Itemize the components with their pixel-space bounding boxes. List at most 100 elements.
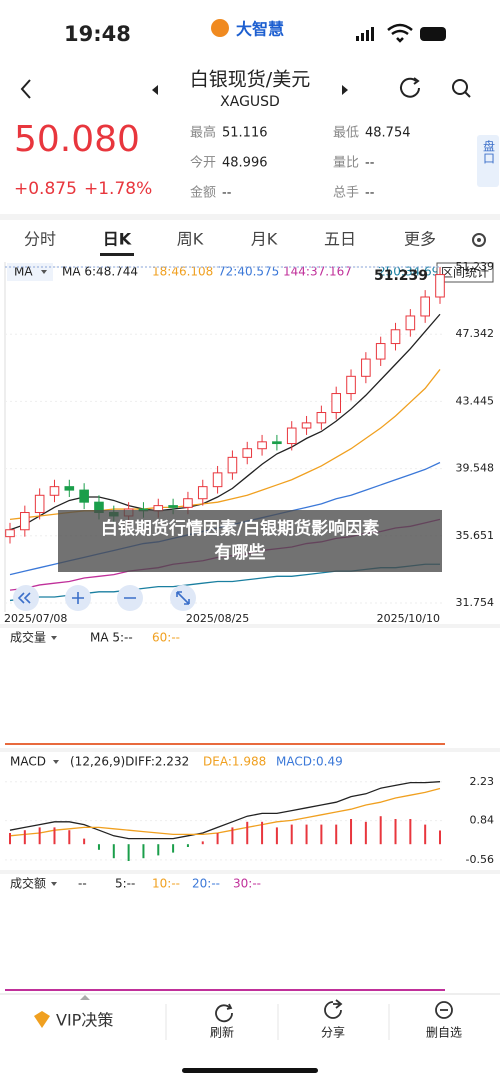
remove-icon bbox=[435, 1001, 453, 1019]
turnover-ma30: 30:-- bbox=[233, 877, 261, 891]
refresh-button[interactable] bbox=[400, 77, 420, 98]
candle-body bbox=[183, 498, 193, 508]
candle-body bbox=[212, 472, 223, 488]
candle-body bbox=[34, 494, 45, 514]
time: 19:48 bbox=[64, 22, 131, 46]
side-tab[interactable] bbox=[477, 135, 499, 187]
settings-button[interactable] bbox=[472, 233, 486, 247]
macd-bar bbox=[83, 838, 86, 845]
next-button[interactable] bbox=[342, 85, 348, 95]
legend-entry: 250:34.690 bbox=[378, 265, 447, 279]
remove-label[interactable]: 删自选 bbox=[426, 1026, 462, 1040]
turnover-value: -- bbox=[78, 877, 87, 891]
separator bbox=[0, 870, 500, 874]
high-label: 51.239 bbox=[374, 268, 428, 284]
share-label[interactable]: 分享 bbox=[321, 1025, 345, 1040]
turnover-menu[interactable]: 成交额 bbox=[10, 876, 46, 891]
ma-line bbox=[9, 313, 441, 531]
macd-bar bbox=[261, 821, 264, 845]
volume-menu[interactable]: 成交量 bbox=[10, 630, 46, 645]
macd-bar bbox=[350, 819, 353, 845]
range-box[interactable] bbox=[436, 262, 494, 283]
macd-bar bbox=[290, 824, 293, 845]
app-logo: 大智慧 bbox=[236, 20, 284, 39]
volume-ma60: 60:-- bbox=[152, 631, 180, 645]
macd-bar bbox=[38, 827, 41, 845]
macd-bar bbox=[216, 833, 219, 845]
legend-entry: MA 6:48.744 bbox=[62, 265, 138, 279]
y-tick-label: -0.56 bbox=[466, 853, 494, 866]
macd-bar bbox=[305, 824, 308, 845]
volume-ma5: MA 5:-- bbox=[90, 631, 133, 645]
y-tick-label: 2.23 bbox=[470, 775, 495, 788]
percent: +1.78% bbox=[84, 179, 152, 199]
x-tick-label: 2025/08/25 bbox=[186, 612, 249, 625]
stat-label: 量比 bbox=[333, 156, 359, 171]
button-icons bbox=[17, 591, 190, 605]
legend-entry: 72:40.575 bbox=[218, 265, 279, 279]
y-tick-label: 43.445 bbox=[456, 394, 495, 407]
stat-value: 51.116 bbox=[222, 126, 268, 141]
candle-body bbox=[227, 456, 238, 474]
macd-bar bbox=[23, 830, 26, 845]
prev-button[interactable] bbox=[152, 85, 158, 95]
vip-button[interactable]: VIP决策 bbox=[56, 1011, 113, 1030]
legend-entry: 144:37.167 bbox=[283, 265, 352, 279]
candle-body bbox=[272, 441, 282, 445]
expand-arrow[interactable] bbox=[80, 995, 90, 1000]
back-button[interactable] bbox=[20, 79, 31, 99]
legend-entry: DEA:1.988 bbox=[203, 755, 266, 769]
ma-menu[interactable]: MA bbox=[14, 265, 33, 279]
tab[interactable]: 周K bbox=[177, 230, 204, 249]
y-tick-label: 47.342 bbox=[456, 327, 495, 340]
dropdown-arrow bbox=[41, 270, 47, 274]
candle-body bbox=[49, 486, 60, 496]
candle-body bbox=[168, 505, 178, 508]
macd-bar bbox=[112, 844, 115, 859]
macd-bar bbox=[127, 844, 130, 861]
y-tick-label: 39.548 bbox=[456, 462, 495, 475]
search-button[interactable] bbox=[452, 79, 471, 98]
candle-body bbox=[316, 412, 327, 424]
chart-buttons[interactable] bbox=[13, 585, 196, 611]
macd-bar bbox=[172, 844, 175, 853]
tab[interactable]: 更多 bbox=[404, 230, 436, 249]
side-label[interactable]: 盘口 bbox=[482, 139, 496, 164]
macd-menu[interactable]: MACD bbox=[10, 755, 46, 769]
macd-bar bbox=[320, 824, 323, 845]
separator bbox=[0, 748, 500, 752]
macd-bar bbox=[335, 824, 338, 845]
macd-bar bbox=[231, 827, 234, 845]
tab[interactable]: 月K bbox=[251, 230, 278, 249]
stat-value: -- bbox=[365, 186, 375, 201]
tab[interactable]: 日K bbox=[103, 230, 132, 249]
macd-bar bbox=[275, 827, 278, 845]
candle-body bbox=[405, 315, 416, 331]
candle-body bbox=[5, 529, 15, 538]
macd-bar bbox=[409, 819, 412, 845]
candle-body bbox=[346, 375, 356, 395]
candle-body bbox=[20, 512, 30, 531]
stat-label: 今开 bbox=[190, 155, 216, 171]
y-tick-label: 35.651 bbox=[456, 529, 495, 542]
tab[interactable]: 分时 bbox=[24, 230, 56, 249]
stat-value: -- bbox=[365, 156, 375, 171]
macd-bar bbox=[53, 827, 56, 845]
legend-entry: 18:46.108 bbox=[152, 265, 213, 279]
candle-body bbox=[64, 486, 75, 491]
tab[interactable]: 五日 bbox=[324, 230, 356, 249]
dropdown-arrow bbox=[51, 882, 57, 886]
range-button[interactable]: 区间统计 bbox=[441, 266, 489, 280]
candle-body bbox=[257, 441, 267, 450]
macd-bar bbox=[201, 841, 204, 845]
candle-body bbox=[361, 358, 371, 377]
signal-icon bbox=[356, 27, 374, 41]
macd-bar bbox=[68, 830, 71, 845]
candle-body bbox=[301, 422, 312, 429]
refresh-label[interactable]: 刷新 bbox=[210, 1025, 234, 1040]
y-tick-label: 51.239 bbox=[456, 260, 495, 273]
macd-bar bbox=[157, 844, 160, 856]
logo-icon bbox=[211, 19, 229, 37]
macd-bar bbox=[394, 819, 397, 845]
